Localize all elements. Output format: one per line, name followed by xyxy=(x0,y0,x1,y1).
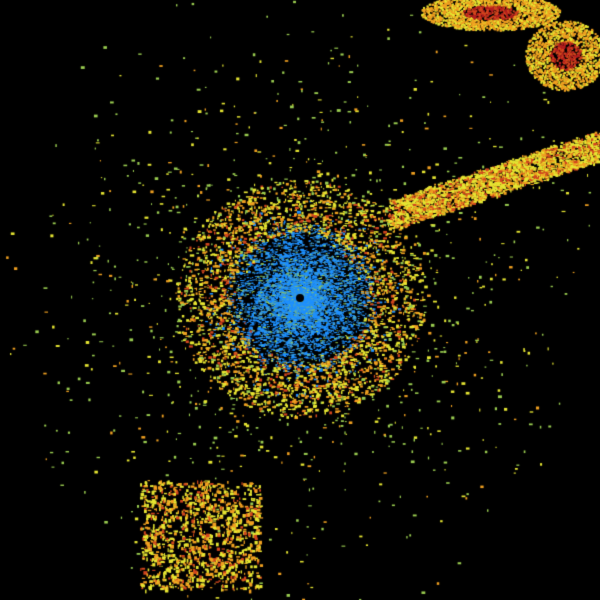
radar-image xyxy=(0,0,600,600)
radar-reflectivity-canvas xyxy=(0,0,600,600)
